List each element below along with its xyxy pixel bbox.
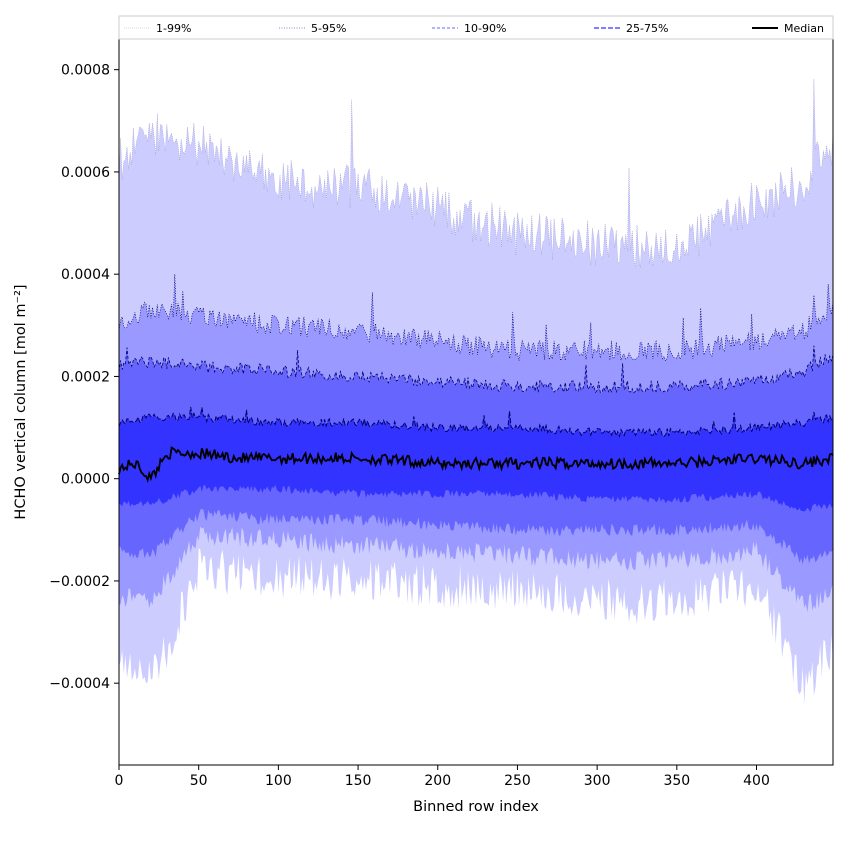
legend-box: [118, 15, 834, 40]
x-tick-label: 250: [504, 773, 531, 789]
y-tick-label: −0.0004: [49, 676, 110, 692]
y-axis-label: HCHO vertical column [mol m⁻²]: [13, 284, 29, 519]
y-tick-label: 0.0008: [61, 63, 110, 79]
legend: 1-99% 5-95% 10-90% 25-75% Median: [118, 15, 834, 40]
legend-entry: Median: [784, 22, 824, 35]
y-tick-label: 0.0002: [61, 369, 110, 385]
legend-entry: 25-75%: [626, 22, 668, 35]
x-tick-label: 0: [115, 773, 124, 789]
band-upper-edge-1-99%: [118, 79, 834, 268]
band-upper-edge-10-90%: [118, 345, 834, 394]
median-line: [118, 446, 834, 484]
legend-entry: 5-95%: [311, 22, 346, 35]
x-tick-label: 150: [345, 773, 372, 789]
y-tick-label: 0.0006: [61, 165, 110, 181]
x-axis-label: Binned row index: [413, 799, 539, 815]
x-tick-label: 400: [743, 773, 770, 789]
x-tick-label: 200: [424, 773, 451, 789]
x-tick-label: 50: [190, 773, 208, 789]
median-layer: [118, 446, 834, 484]
y-tick-label: −0.0002: [49, 574, 110, 590]
legend-entry: 1-99%: [156, 22, 191, 35]
band-upper-edge-25-75%: [118, 406, 834, 438]
legend-entry: 10-90%: [464, 22, 506, 35]
y-tick-label: 0.0000: [61, 472, 110, 488]
axis-ticks: 0 50 100 150 200 250 300 350 400 −0.0004 −0.0002 0.…: [49, 63, 770, 789]
y-tick-label: 0.0004: [61, 267, 110, 283]
percentile-bands: [118, 79, 834, 705]
x-tick-label: 300: [584, 773, 611, 789]
x-tick-label: 350: [663, 773, 690, 789]
x-tick-label: 100: [265, 773, 292, 789]
band-upper-edge-5-95%: [118, 274, 834, 362]
